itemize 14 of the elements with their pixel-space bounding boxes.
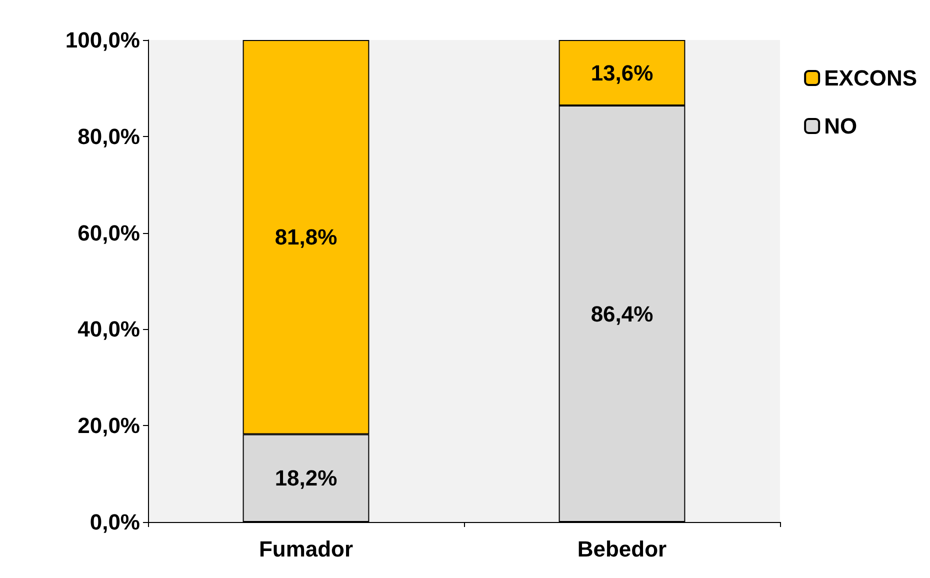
y-tick-label: 60,0% [78,220,140,246]
legend-label: EXCONS [824,66,918,90]
data-label: 18,2% [274,466,338,491]
y-tick-label: 40,0% [78,316,140,342]
y-tick-label: 20,0% [78,413,140,438]
data-label: 81,8% [274,224,338,250]
x-tick-label: Bebedor [577,536,668,562]
y-tick-label: 100,0% [65,28,140,52]
legend-label: NO [824,114,858,138]
x-tick-label: Fumador [258,536,354,562]
data-label: 13,6% [590,60,654,86]
data-label: 86,4% [590,301,654,326]
y-tick-label: 80,0% [78,124,140,149]
y-tick-label: 0,0% [90,510,140,534]
